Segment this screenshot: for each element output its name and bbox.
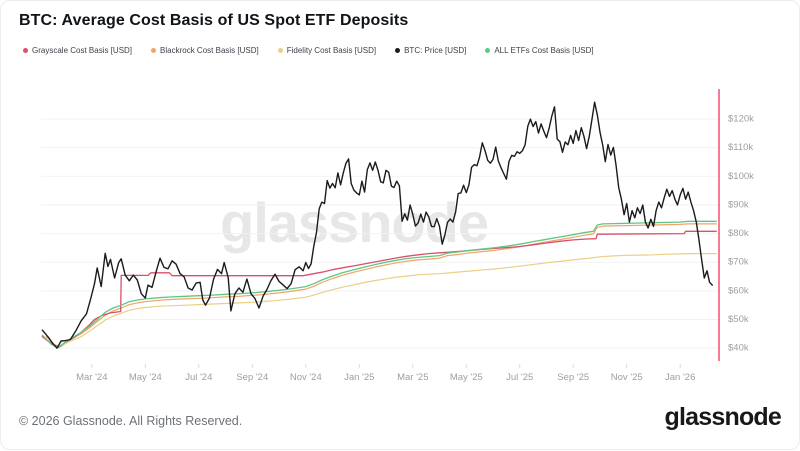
series-line-all-etfs-cost-basis-usd (41, 220, 717, 349)
x-tick-label: Sep '25 (557, 372, 589, 383)
copyright-text: © 2026 Glassnode. All Rights Reserved. (19, 414, 243, 428)
page-title: BTC: Average Cost Basis of US Spot ETF D… (19, 12, 409, 29)
x-tick-label: Jan '26 (665, 372, 695, 383)
x-tick-label: Jul '24 (185, 372, 212, 383)
legend-item-label: Fidelity Cost Basis [USD] (286, 46, 377, 55)
series-line-grayscale-cost-basis-usd (41, 230, 717, 348)
y-tick-label: $50k (728, 314, 749, 325)
x-tick-label: Jan '25 (344, 372, 374, 383)
legend-item-fidelity-cost-basis[interactable]: Fidelity Cost Basis [USD] (277, 46, 377, 55)
x-tick-label: Sep '24 (236, 372, 268, 383)
x-tick-label: Jul '25 (506, 372, 533, 383)
legend-dot-all-etfs-cost-basis (485, 48, 491, 53)
glassnode-logo[interactable]: glassnode (664, 403, 782, 431)
series-line-btc-price-usd (41, 101, 713, 349)
y-tick-label: $80k (728, 228, 749, 239)
y-tick-label: $70k (728, 257, 749, 268)
legend-dot-fidelity-cost-basis (277, 48, 283, 53)
y-tick-label: $40k (728, 343, 749, 354)
y-tick-label: $90k (728, 200, 749, 211)
x-tick-label: May '24 (129, 372, 162, 383)
x-tick-label: Mar '25 (397, 372, 428, 383)
legend-item-label: BTC: Price [USD] (404, 46, 467, 55)
x-tick-label: Nov '25 (611, 372, 643, 383)
series-line-fidelity-cost-basis-usd (45, 253, 717, 349)
y-tick-label: $60k (728, 285, 749, 296)
y-tick-label: $110k (728, 142, 753, 153)
legend-item-btc-price[interactable]: BTC: Price [USD] (395, 46, 466, 55)
legend-item-label: Grayscale Cost Basis [USD] (32, 46, 133, 55)
legend-item-grayscale-cost-basis[interactable]: Grayscale Cost Basis [USD] (23, 46, 132, 55)
y-tick-label: $100k (728, 171, 754, 182)
legend-dot-blackrock-cost-basis (151, 48, 157, 53)
legend: Grayscale Cost Basis [USD] Blackrock Cost… (23, 46, 594, 55)
legend-dot-grayscale-cost-basis (23, 48, 28, 53)
chart-plot-area[interactable] (41, 89, 719, 361)
series-line-blackrock-cost-basis-usd (45, 223, 717, 348)
y-tick-label: $120k (728, 114, 754, 125)
legend-item-label: ALL ETFs Cost Basis [USD] (494, 46, 594, 55)
x-tick-label: May '25 (450, 372, 483, 383)
legend-item-label: Blackrock Cost Basis [USD] (160, 46, 259, 55)
legend-item-blackrock-cost-basis[interactable]: Blackrock Cost Basis [USD] (151, 46, 259, 55)
legend-dot-btc-price (395, 48, 401, 53)
x-tick-label: Nov '24 (290, 372, 322, 383)
legend-item-all-etfs-cost-basis[interactable]: ALL ETFs Cost Basis [USD] (485, 46, 594, 55)
x-tick-label: Mar '24 (76, 372, 107, 383)
